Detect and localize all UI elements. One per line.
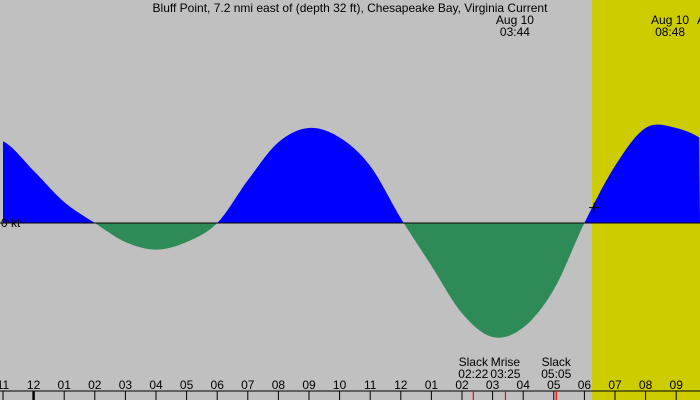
x-tick-label: 11 [364, 378, 377, 392]
slack-event-time: 05:05 [541, 367, 571, 381]
x-tick-label: 12 [27, 378, 41, 392]
ebb-current-area [3, 223, 700, 338]
flood-current-area [3, 124, 700, 223]
x-tick-label: 11 [0, 378, 10, 392]
peak-time-label: 03:44 [500, 25, 530, 39]
x-tick-label: 09 [670, 378, 684, 392]
right-edge-fragment: A [697, 13, 700, 27]
x-tick-label: 03 [486, 378, 500, 392]
peak-date-label: Aug 10 [651, 13, 689, 27]
x-tick-label: 08 [639, 378, 653, 392]
x-tick-label: 05 [547, 378, 561, 392]
slack-event-label: Slack [459, 355, 489, 369]
x-tick-label: 06 [211, 378, 225, 392]
x-tick-label: 06 [578, 378, 592, 392]
moon-event-time: 03:25 [490, 367, 520, 381]
moon-event-label: Mrise [491, 355, 521, 369]
x-tick-label: 01 [58, 378, 72, 392]
zero-knot-label: 0 kt [1, 216, 21, 230]
chart-title: Bluff Point, 7.2 nmi east of (depth 32 f… [153, 1, 549, 15]
x-tick-label: 02 [455, 378, 469, 392]
x-tick-label: 04 [149, 378, 163, 392]
x-tick-label: 01 [425, 378, 439, 392]
slack-event-label: Slack [542, 355, 572, 369]
crosshair-marker [589, 202, 600, 213]
peak-date-label: Aug 10 [496, 13, 534, 27]
x-tick-label: 08 [272, 378, 286, 392]
x-tick-label: 09 [302, 378, 316, 392]
x-tick-label: 12 [394, 378, 408, 392]
peak-time-label: 08:48 [655, 25, 685, 39]
x-tick-label: 02 [88, 378, 102, 392]
x-tick-label: 10 [333, 378, 347, 392]
x-tick-label: 04 [517, 378, 531, 392]
x-tick-label: 07 [241, 378, 255, 392]
x-tick-label: 05 [180, 378, 194, 392]
x-tick-label: 07 [608, 378, 622, 392]
x-tick-label: 03 [119, 378, 133, 392]
slack-event-time: 02:22 [458, 367, 488, 381]
